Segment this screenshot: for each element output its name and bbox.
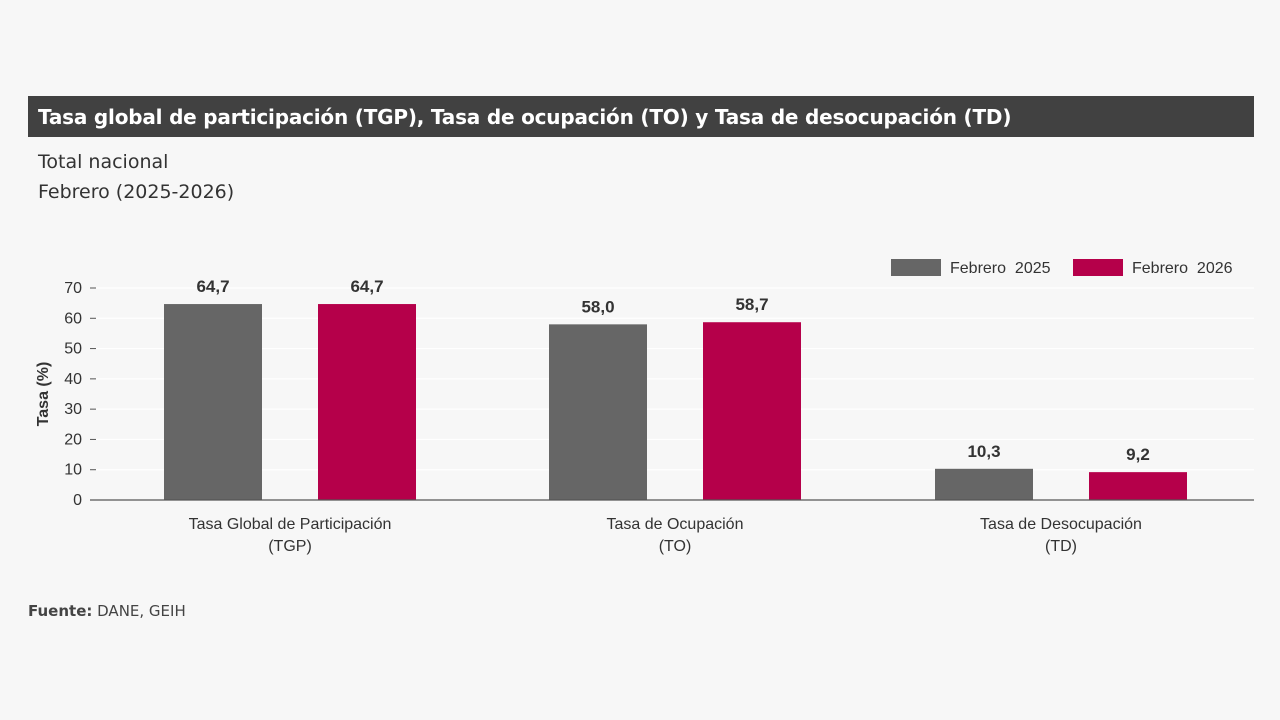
x-category-label: Tasa Global de Participación [189, 516, 392, 533]
y-tick-label: 10 [64, 462, 82, 479]
bar [703, 322, 801, 500]
bar [549, 324, 647, 500]
y-tick-label: 70 [64, 280, 82, 297]
chart-title: Tasa global de participación (TGP), Tasa… [38, 104, 1012, 129]
y-axis-title: Tasa (%) [35, 362, 52, 427]
x-category-label: (TGP) [268, 538, 312, 555]
x-category-label: (TO) [659, 538, 692, 555]
data-label: 64,7 [350, 277, 383, 296]
legend-label: Febrero 2025 [950, 260, 1051, 277]
legend-swatch [1073, 259, 1123, 276]
legend-label: Febrero 2026 [1132, 260, 1233, 277]
source-note: Fuente: DANE, GEIH [28, 602, 186, 620]
bar [1089, 472, 1187, 500]
y-tick-label: 0 [73, 492, 82, 509]
chart-title-bar: Tasa global de participación (TGP), Tasa… [28, 96, 1254, 137]
bar [318, 304, 416, 500]
bar [935, 468, 1033, 500]
x-category-label: Tasa de Ocupación [607, 516, 744, 533]
x-category-label: (TD) [1045, 538, 1077, 555]
data-label: 9,2 [1126, 445, 1150, 464]
y-tick-label: 60 [64, 310, 82, 327]
y-tick-label: 40 [64, 371, 82, 388]
y-tick-label: 30 [64, 401, 82, 418]
data-label: 58,7 [735, 295, 768, 314]
bar [164, 304, 262, 500]
legend-swatch [891, 259, 941, 276]
data-label: 64,7 [196, 277, 229, 296]
data-label: 58,0 [581, 297, 614, 316]
source-label: Fuente: [28, 602, 93, 620]
source-text: DANE, GEIH [92, 602, 186, 620]
y-tick-label: 50 [64, 341, 82, 358]
chart-subtitle-period: Febrero (2025-2026) [38, 181, 235, 203]
data-label: 10,3 [967, 442, 1000, 461]
x-category-label: Tasa de Desocupación [980, 516, 1142, 533]
chart-subtitle-scope: Total nacional [38, 151, 169, 173]
y-tick-label: 20 [64, 431, 82, 448]
